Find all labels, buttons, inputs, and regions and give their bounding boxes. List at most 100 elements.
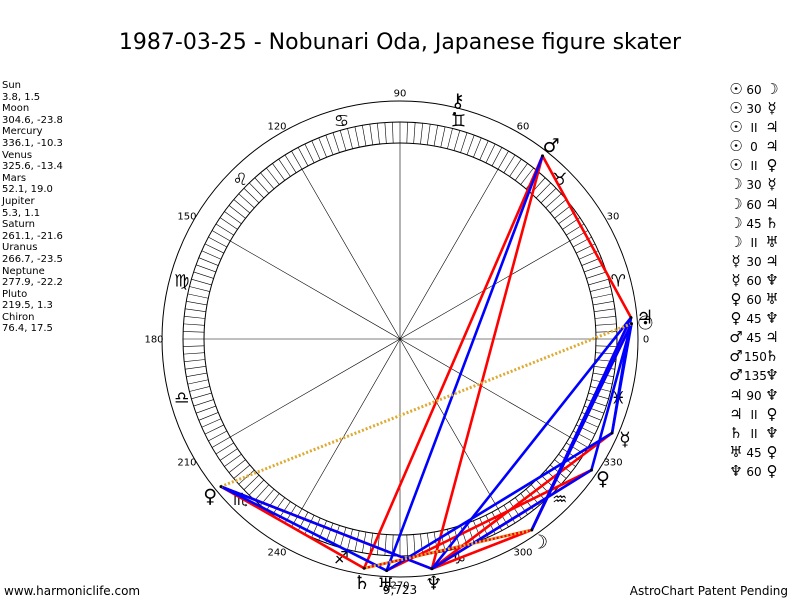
degree-tick [339,130,347,151]
aspect-glyph-2: ♅ [765,290,779,309]
sign-spoke [399,338,499,509]
aspect-glyph-2: ☿ [767,99,777,118]
sign-aries-icon: ♈ [611,272,626,292]
degree-tick [195,264,216,273]
aspect-type: 60 [746,464,762,479]
planet-pluto-icon: ♀ [203,485,217,507]
degree-tick [254,484,270,501]
degree-label: 180 [144,335,163,346]
sign-aquarius-icon: ♒ [552,490,567,510]
aspect-row: ♀ 45 ♆ [728,309,780,328]
aspect-type: 45 [746,312,762,327]
aspect-glyph-2: ♄ [765,213,779,232]
aspect-glyph-2: ♀ [766,404,778,423]
degree-tick [189,286,210,292]
degree-tick [588,392,609,400]
sign-spoke [230,338,401,438]
aspect-glyph-1: ☉ [729,118,743,137]
aspect-glyph-1: ♅ [729,442,743,461]
aspect-row: ☉ II ♀ [728,156,780,175]
aspect-type: 135 [744,369,767,384]
planet-point [629,316,633,320]
degree-tick [185,308,206,313]
sign-leo-icon: ♌ [233,170,248,190]
planet-point [541,154,545,158]
footer-website: www.harmoniclife.com [4,584,141,598]
degree-tick [204,424,224,435]
aspect-line [430,316,633,570]
aspect-glyph-2: ♅ [765,232,779,251]
aspect-line [541,155,633,319]
aspect-glyph-1: ☽ [729,213,743,232]
degree-tick [384,534,387,556]
aspect-glyph-1: ☽ [729,194,743,213]
aspect-glyph-2: ♃ [765,251,779,270]
degree-tick [201,250,222,260]
aspect-glyph-2: ♀ [766,156,778,175]
degree-tick [183,352,205,355]
degree-tick [554,205,572,219]
aspect-glyph-1: ♄ [729,423,743,442]
aspect-line [590,323,633,471]
degree-tick [466,523,475,544]
sign-spoke [301,338,401,509]
aspect-type: 60 [746,273,762,288]
aspect-type: 90 [746,388,762,403]
degree-tick [332,132,340,153]
degree-tick [406,534,408,556]
degree-tick [595,345,617,347]
position-value-neptune: 277.9, -22.2 [2,277,63,289]
degree-tick [193,271,214,279]
degree-tick [347,128,353,149]
aspect-row: ☉ 30 ☿ [728,99,780,118]
aspect-type: II [750,235,758,250]
planet-mars-icon: ♂ [543,135,560,157]
degree-tick [420,533,423,555]
degree-tick [208,430,228,442]
position-name-chiron: Chiron [2,311,35,323]
aspect-row: ☿ 30 ♃ [728,252,780,271]
degree-tick [201,418,222,428]
degree-tick [297,147,309,167]
degree-label: 90 [394,89,407,100]
degree-tick [406,122,408,144]
aspect-glyph-2: ♀ [766,461,778,480]
aspect-row: ♂ 45 ♃ [728,328,780,347]
degree-tick [243,474,260,490]
aspect-row: ☽ II ♅ [728,233,780,252]
aspect-glyph-2: ♃ [765,328,779,347]
aspect-glyph-2: ♃ [765,118,779,137]
degree-label: 150 [177,212,196,223]
degree-tick [447,128,453,149]
degree-tick [325,134,334,155]
degree-tick [228,205,246,219]
position-name-saturn: Saturn [2,219,36,231]
aspect-glyph-2: ♄ [765,347,779,366]
aspect-line [431,528,533,571]
degree-tick [304,143,315,163]
degree-tick [594,308,615,313]
degree-tick [594,316,616,319]
position-value-saturn: 261.1, -21.6 [2,230,63,242]
aspect-type: 30 [746,178,762,193]
aspect-row: ♃ II ♀ [728,405,780,424]
aspect-type: 45 [746,445,762,460]
aspect-type: 60 [746,293,762,308]
degree-tick [530,484,546,501]
position-value-moon: 304.6, -23.8 [2,114,63,126]
aspect-line [362,155,544,569]
position-value-chiron: 76.4, 17.5 [2,323,53,335]
degree-tick [266,167,280,185]
position-name-sun: Sun [2,80,22,91]
degree-tick [195,405,216,414]
degree-tick [184,359,206,362]
aspect-row: ♃ 90 ♆ [728,386,780,405]
degree-tick [479,140,489,161]
aspect-glyph-1: ♃ [729,385,743,404]
position-name-uranus: Uranus [2,242,38,254]
aspect-type: 150 [744,350,767,365]
degree-tick [426,124,431,145]
degree-tick [233,464,251,479]
aspect-list: ☉ 60 ☽ ☉ 30 ☿ ☉ II ♃ ☉ 0 ♃ ☉ II ♀ ☽ 30 ☿ ☽ 60 ♃ ☽ 45 ♄ ☽ II ♅ ☿ 30 ♃ ☿… [728,80,780,481]
